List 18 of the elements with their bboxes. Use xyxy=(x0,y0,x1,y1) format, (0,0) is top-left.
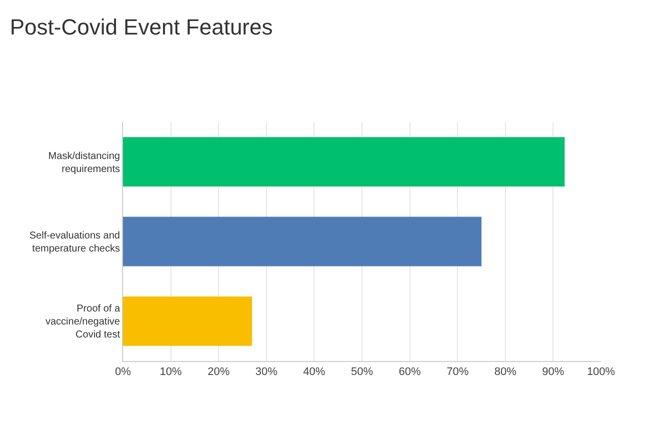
y-tick-label: Self-evaluations and temperature checks xyxy=(29,230,120,254)
x-tick-label: 60% xyxy=(398,366,422,378)
x-tick-label: 20% xyxy=(208,366,230,378)
x-tick-label: 100% xyxy=(586,366,616,378)
x-tick-label: 40% xyxy=(303,366,326,378)
bar xyxy=(123,216,482,266)
x-tick-label: 0% xyxy=(115,366,132,378)
x-tick-label: 90% xyxy=(542,366,564,378)
x-tick-label: 70% xyxy=(446,366,469,378)
x-tick-label: 30% xyxy=(255,366,278,378)
y-tick-label: Mask/distancing requirements xyxy=(48,150,120,175)
chart-title: Post-Covid Event Features xyxy=(10,14,273,40)
y-tick-label: Proof of a vaccine/negative Covid test xyxy=(46,304,120,341)
x-tick-label: 10% xyxy=(160,366,182,378)
bar xyxy=(123,296,252,346)
bar xyxy=(123,137,565,187)
x-tick-label: 50% xyxy=(350,366,374,378)
x-tick-label: 80% xyxy=(494,366,517,378)
